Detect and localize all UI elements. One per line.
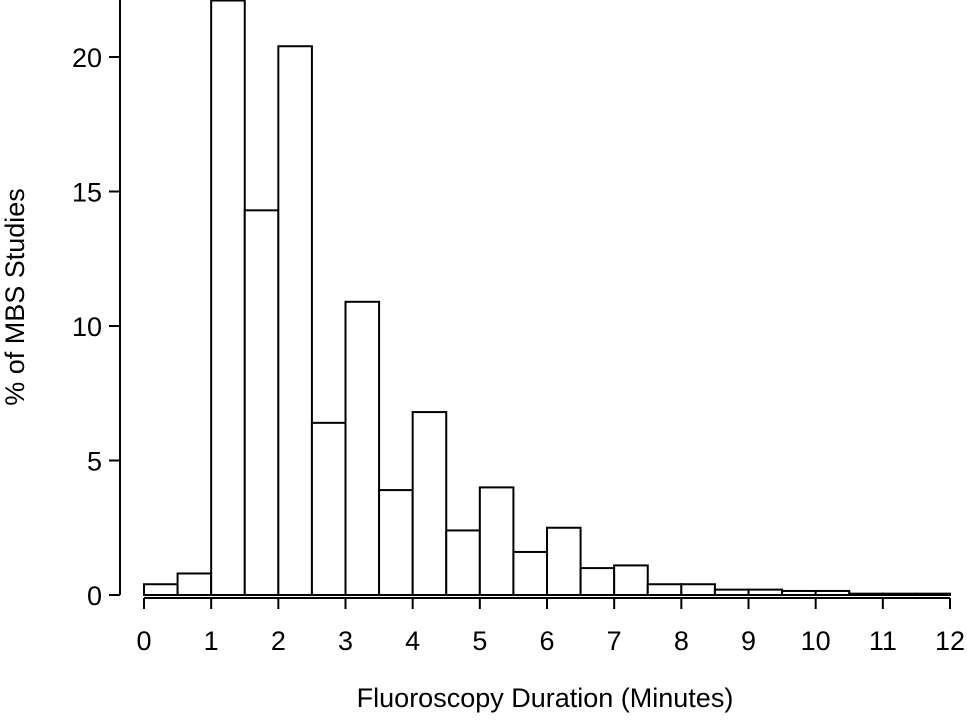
- x-tick-label: 9: [741, 626, 756, 656]
- x-tick-label: 4: [405, 626, 420, 656]
- x-tick-label: 7: [607, 626, 622, 656]
- histogram-bar: [713, 588, 750, 596]
- histogram-bar: [579, 567, 616, 596]
- histogram-bar: [512, 550, 549, 597]
- x-tick-label: 6: [539, 626, 554, 656]
- y-tick-label: 0: [87, 581, 102, 611]
- histogram-bar: [176, 572, 213, 596]
- y-tick-label: 15: [72, 178, 102, 208]
- y-tick-label: 10: [72, 312, 102, 342]
- histogram-bar: [411, 411, 448, 596]
- x-tick-label: 11: [869, 626, 897, 656]
- histogram-bar: [143, 583, 179, 596]
- x-tick-label: 12: [935, 626, 965, 656]
- histogram-bar: [781, 589, 817, 597]
- histogram-bar: [243, 209, 280, 597]
- histogram-bar: [613, 564, 649, 596]
- x-tick-label: 2: [271, 626, 286, 656]
- x-tick-label: 5: [472, 626, 487, 656]
- histogram-bar: [210, 0, 246, 596]
- bars-layer: [143, 0, 952, 597]
- histogram-bar: [277, 45, 313, 597]
- histogram-bar: [546, 526, 582, 596]
- y-tick-label: 5: [87, 447, 102, 477]
- y-axis-title: % of MBS Studies: [0, 188, 30, 406]
- histogram-bar: [378, 489, 414, 596]
- histogram-bar: [747, 588, 784, 596]
- x-axis-title: Fluoroscopy Duration (Minutes): [357, 683, 734, 713]
- histogram-bar: [680, 583, 716, 596]
- y-tick-label: 20: [72, 43, 102, 73]
- histogram-bar: [478, 486, 515, 596]
- histogram-bar: [310, 421, 347, 596]
- histogram-bar: [445, 529, 481, 596]
- histogram-bar: [344, 300, 381, 596]
- histogram-bar: [646, 583, 683, 596]
- x-tick-label: 8: [674, 626, 689, 656]
- x-tick-label: 1: [204, 626, 219, 656]
- histogram-bar: [848, 592, 884, 597]
- x-ticks-layer: 0 1 2 3 4 5 6 7 8 9 10 11 12: [136, 598, 965, 656]
- y-ticks-layer: 0 5 10 15 20: [72, 43, 120, 611]
- x-tick-label: 3: [338, 626, 353, 656]
- histogram-bar: [814, 589, 851, 597]
- histogram-bar: [881, 592, 918, 597]
- x-tick-label: 0: [136, 626, 151, 656]
- x-tick-label: 10: [801, 626, 831, 656]
- histogram-bar: [915, 592, 952, 597]
